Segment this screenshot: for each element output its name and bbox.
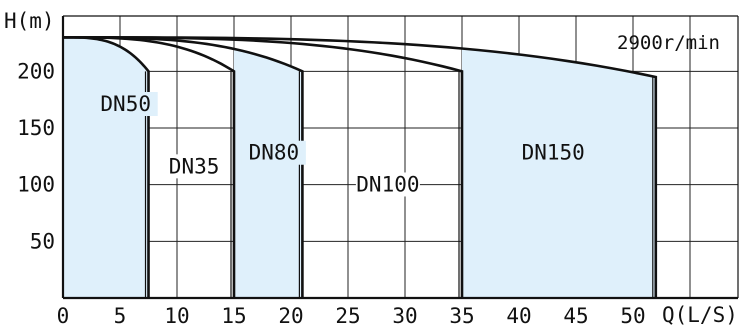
x-tick-label: 45	[563, 304, 588, 328]
y-tick-label: 50	[30, 229, 55, 253]
label-bg	[162, 154, 227, 179]
speed-label: 2900r/min	[617, 32, 720, 54]
shaded-region-dn50	[63, 37, 149, 298]
region-label-dn50: DN50	[100, 92, 151, 116]
region-labels: DN50 DN35 DN80 DN100 DN150	[93, 92, 586, 197]
x-tick-label: 10	[164, 304, 189, 328]
x-tick-label: 0	[57, 304, 70, 328]
x-tick-label: 25	[335, 304, 360, 328]
x-tick-label: 20	[278, 304, 303, 328]
label-bg	[241, 140, 306, 165]
shaded-regions	[63, 37, 656, 298]
x-tick-label: 35	[449, 304, 474, 328]
region-label-dn35: DN35	[169, 154, 220, 178]
y-tick-label: 100	[17, 173, 55, 197]
x-tick-label: 50	[620, 304, 645, 328]
axes	[61, 15, 739, 300]
x-tick-label: 30	[392, 304, 417, 328]
region-label-dn100: DN100	[356, 172, 419, 196]
x-tick-label: 15	[221, 304, 246, 328]
curve-dn150	[62, 36, 658, 298]
shaded-region-dn80	[234, 48, 303, 298]
tick-labels: 0 5 10 15 20 25 30 35 40 45 50 50 100 150 200	[17, 59, 646, 328]
y-tick-label: 200	[17, 59, 55, 83]
x-axis-label: Q(L/S)	[662, 303, 738, 327]
y-tick-label: 150	[17, 116, 55, 140]
region-label-dn150: DN150	[522, 141, 585, 165]
label-bg	[93, 92, 158, 117]
label-bg	[355, 172, 420, 197]
shaded-region-dn150	[462, 48, 656, 298]
y-axis-label: H(m)	[4, 9, 55, 33]
x-tick-label: 5	[114, 304, 127, 328]
region-label-dn80: DN80	[249, 141, 300, 165]
pump-curves	[62, 36, 658, 298]
label-bg	[521, 140, 586, 165]
x-tick-label: 40	[506, 304, 531, 328]
